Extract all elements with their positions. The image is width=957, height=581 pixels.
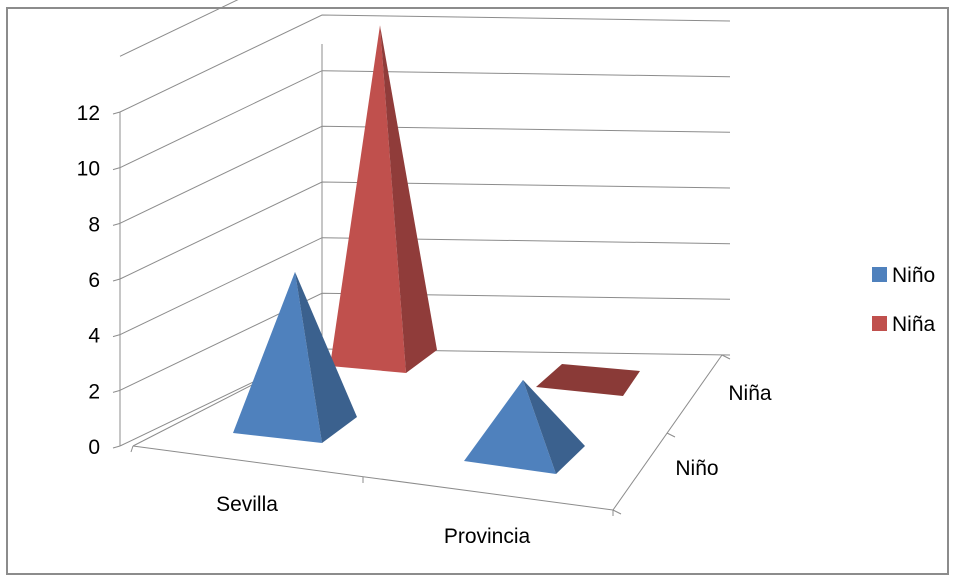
depth-tick-mark-1 [666,432,676,438]
ytick-label-6: 6 [88,269,100,292]
ytick-mark-2 [112,389,121,393]
gridline-12 [119,14,731,113]
gridline-6 [119,181,731,280]
gridline-10 [119,70,731,169]
xtick-mark-0 [130,445,134,453]
ytick-label-4: 4 [88,325,100,348]
data-marks [233,25,640,474]
gridline-8 [119,125,731,224]
gridline-top [119,0,239,57]
ytick-label-8: 8 [88,213,100,236]
legend: Niño Niña [872,264,936,336]
x-axis-line [132,445,614,511]
pyramid-nino-sevilla-side-face [295,271,357,443]
ytick-mark-6 [112,278,121,282]
ytick-mark-8 [112,222,121,226]
category-label-provincia: Provincia [444,525,531,548]
ytick-mark-4 [112,334,121,338]
ytick-mark-10 [112,167,121,171]
pyramid-nino-provincia-front-face [464,379,556,474]
depth-label-0: Niño [675,457,718,480]
pyramid-nina-provincia [536,364,640,396]
pyramid-nina-sevilla-front-face [330,25,406,373]
ytick-label-0: 0 [88,436,100,459]
chart-frame [6,7,949,575]
ytick-mark-0 [112,445,121,449]
axes [112,44,731,516]
legend-label-nino: Niño [892,264,935,287]
category-label-sevilla: Sevilla [216,493,278,516]
legend-label-nina: Niña [892,313,936,336]
pyramid-nino-provincia-side-face [523,379,585,474]
depth-axis-line [612,354,723,511]
axis-labels: 0 2 4 6 8 10 12 Sevilla Provincia Niño Niña [77,102,772,548]
depth-label-1: Niña [728,382,772,405]
depth-tick-mark-0 [612,509,622,515]
gridline-0 [119,348,731,447]
legend-swatch-nino [872,267,887,282]
ytick-label-2: 2 [88,380,100,403]
ytick-mark-12 [112,111,121,115]
ytick-label-12: 12 [77,102,100,125]
gridlines [119,0,731,447]
ytick-label-10: 10 [77,158,100,181]
depth-tick-mark-2 [721,354,731,360]
legend-swatch-nina [872,316,887,331]
pyramid-nino-sevilla-front-face [233,271,322,443]
pyramid-nina-sevilla-side-face [380,25,437,373]
